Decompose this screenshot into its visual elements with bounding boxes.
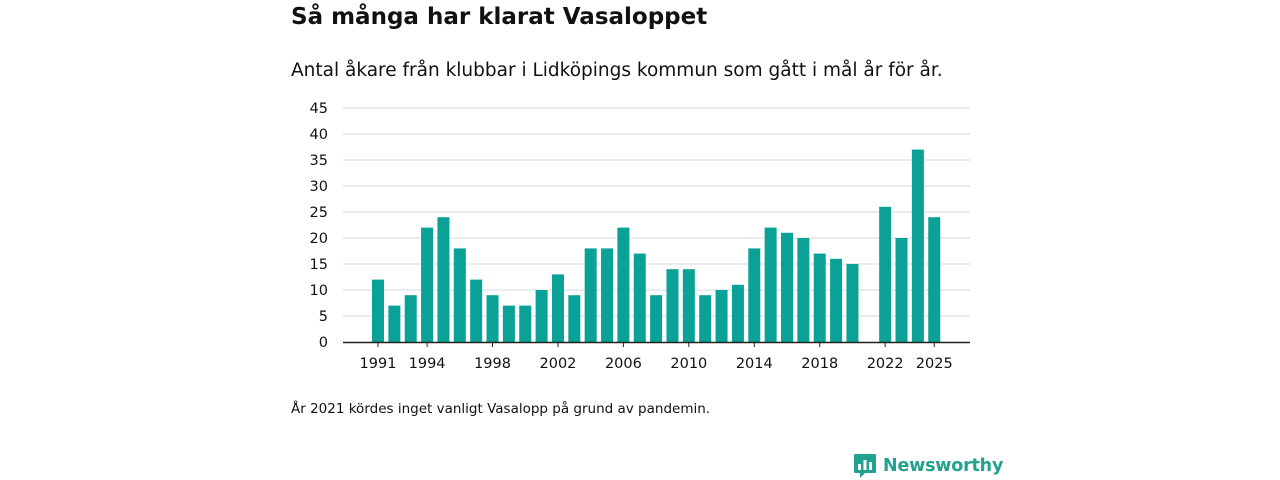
y-tick-label: 30 — [310, 179, 328, 195]
y-tick-label: 15 — [310, 257, 328, 273]
bar-2020[interactable] — [846, 264, 859, 342]
footnote: År 2021 kördes inget vanligt Vasalopp på… — [291, 401, 711, 417]
bar-1997[interactable] — [470, 279, 483, 342]
y-tick-label: 40 — [310, 127, 328, 143]
y-tick-label: 45 — [310, 101, 328, 117]
x-tick-label: 2022 — [867, 356, 904, 372]
x-axis-ticks: 1991 1994 1998 2002 2006 2010 2014 2018 2022 2025 — [360, 342, 953, 372]
y-tick-label: 25 — [310, 205, 328, 221]
y-axis-ticks: 0 5 10 15 20 25 30 35 40 45 — [310, 101, 328, 351]
chart-title: Så många har klarat Vasaloppet — [291, 4, 708, 30]
y-tick-label: 10 — [310, 283, 328, 299]
x-tick-label: 2018 — [801, 356, 838, 372]
bar-2003[interactable] — [568, 295, 581, 342]
bar-2005[interactable] — [601, 248, 614, 342]
bar-2018[interactable] — [813, 253, 826, 342]
x-tick-label: 2014 — [736, 356, 773, 372]
newsworthy-logo-icon — [854, 454, 876, 478]
gridlines — [343, 107, 970, 317]
bar-2009[interactable] — [666, 269, 679, 342]
y-tick-label: 5 — [319, 309, 328, 325]
bar-2012[interactable] — [715, 290, 728, 342]
x-tick-label: 1994 — [409, 356, 446, 372]
bars — [372, 149, 941, 342]
bar-2016[interactable] — [781, 232, 793, 342]
bar-2019[interactable] — [830, 258, 843, 342]
bar-2008[interactable] — [650, 295, 663, 342]
bar-2025[interactable] — [928, 217, 941, 342]
bar-2002[interactable] — [551, 274, 564, 342]
bar-2023[interactable] — [895, 238, 908, 342]
x-tick-label: 2010 — [670, 356, 707, 372]
x-tick-label: 1998 — [474, 356, 511, 372]
y-tick-label: 0 — [319, 335, 328, 351]
bar-1999[interactable] — [502, 305, 515, 342]
bar-1991[interactable] — [372, 279, 384, 342]
bar-2000[interactable] — [519, 305, 532, 342]
x-tick-label: 2002 — [540, 356, 577, 372]
bar-2013[interactable] — [731, 284, 744, 342]
brand-name: Newsworthy — [883, 456, 1004, 476]
bar-2017[interactable] — [797, 238, 810, 342]
bar-2022[interactable] — [879, 206, 892, 342]
x-tick-label: 2025 — [916, 356, 953, 372]
chart-subtitle: Antal åkare från klubbar i Lidköpings ko… — [291, 60, 943, 81]
bar-2007[interactable] — [633, 253, 646, 342]
bar-1995[interactable] — [437, 217, 450, 342]
bar-1992[interactable] — [388, 305, 401, 342]
bar-2001[interactable] — [535, 290, 548, 342]
x-tick-label: 1991 — [360, 356, 397, 372]
y-tick-label: 35 — [310, 153, 328, 169]
bar-1994[interactable] — [421, 227, 434, 342]
bar-2015[interactable] — [764, 227, 777, 342]
bar-2006[interactable] — [617, 227, 630, 342]
bar-2011[interactable] — [699, 295, 712, 342]
bar-1998[interactable] — [486, 295, 499, 342]
bar-2004[interactable] — [584, 248, 597, 342]
bar-2024[interactable] — [911, 149, 924, 342]
x-tick-label: 2006 — [605, 356, 642, 372]
y-tick-label: 20 — [310, 231, 328, 247]
brand-logo[interactable]: Newsworthy — [853, 453, 1003, 479]
bar-1996[interactable] — [453, 248, 466, 342]
bar-1993[interactable] — [404, 295, 417, 342]
bar-2014[interactable] — [748, 248, 761, 342]
bar-2010[interactable] — [682, 269, 695, 342]
